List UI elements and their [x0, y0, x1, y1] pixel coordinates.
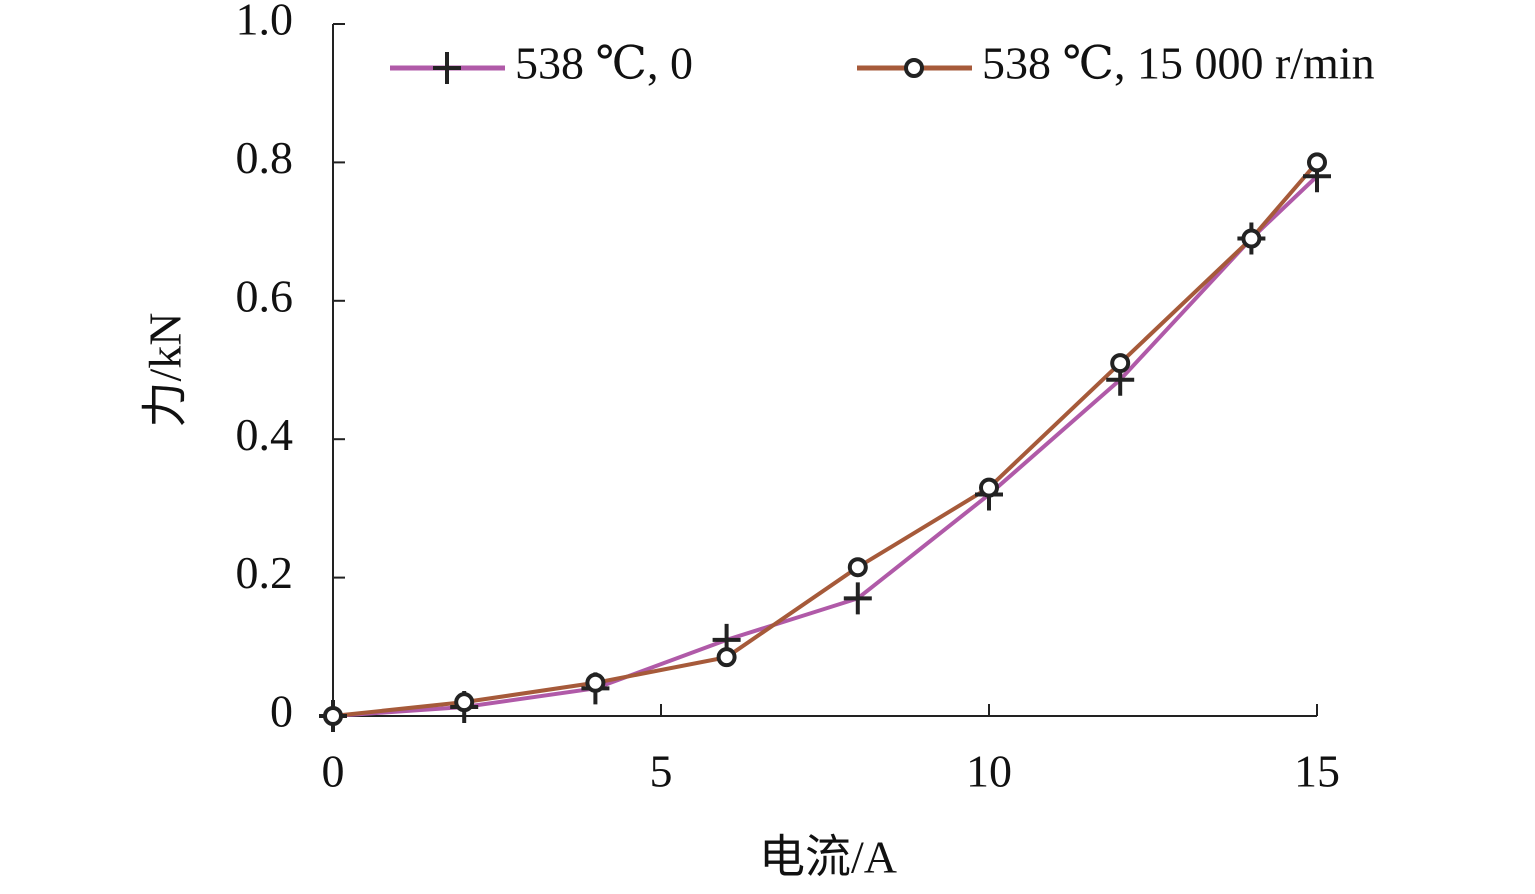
marker — [585, 672, 606, 693]
marker — [843, 582, 872, 615]
x-tick-label: 10 — [966, 746, 1012, 797]
marker — [716, 647, 737, 668]
marker — [1307, 152, 1327, 173]
y-tick-label: 0.2 — [236, 547, 294, 598]
marker — [323, 706, 343, 726]
y-tick-label: 0.4 — [236, 409, 294, 460]
legend-marker — [904, 58, 924, 78]
marker — [454, 692, 475, 713]
legend-marker — [433, 52, 461, 84]
y-tick-label: 0.8 — [236, 132, 294, 183]
y-tick-label: 1.0 — [236, 0, 294, 45]
x-axis-label: 电流/A — [759, 832, 897, 883]
legend-label: 538 ℃, 0 — [515, 38, 693, 89]
marker — [1241, 228, 1262, 249]
y-tick-label: 0.6 — [236, 270, 294, 321]
x-tick-label: 15 — [1294, 746, 1340, 797]
series-line — [332, 161, 1319, 718]
marker — [847, 557, 868, 578]
legend-label: 538 ℃, 15 000 r/min — [982, 38, 1375, 89]
x-tick-label: 5 — [650, 746, 673, 797]
series-line — [332, 174, 1319, 718]
marker — [1110, 353, 1131, 374]
y-axis-label: 力/kN — [140, 313, 191, 428]
marker — [979, 477, 999, 498]
x-tick-label: 0 — [322, 746, 345, 797]
y-tick-label: 0 — [270, 686, 293, 737]
